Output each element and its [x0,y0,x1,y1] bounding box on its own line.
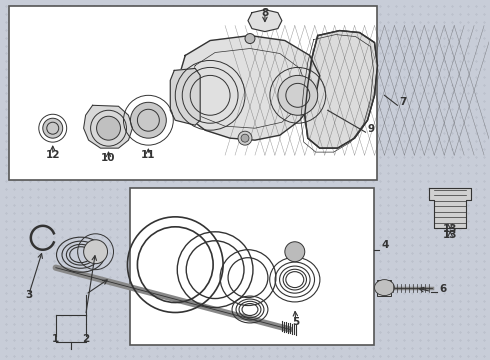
Bar [9,6,377,180]
Polygon shape [171,68,200,125]
Text: 7: 7 [399,97,407,107]
Circle shape [97,116,121,140]
Circle shape [245,33,255,44]
Text: 12: 12 [46,150,60,160]
Text: 3: 3 [25,289,32,300]
Text: 9: 9 [368,124,375,134]
Polygon shape [248,10,282,32]
Circle shape [238,131,252,145]
Text: 8: 8 [261,8,269,18]
Text: 10: 10 [101,153,116,163]
Text: 11: 11 [141,150,156,160]
Ellipse shape [374,280,394,296]
Polygon shape [429,188,471,228]
Polygon shape [84,105,132,148]
Text: 2: 2 [82,334,89,345]
Polygon shape [175,36,319,140]
Polygon shape [305,31,377,148]
Text: 13: 13 [443,224,458,234]
Text: 4: 4 [382,240,389,250]
Bar [130,188,374,345]
Circle shape [241,134,249,142]
Circle shape [43,118,63,138]
Bar [377,280,392,296]
Circle shape [84,240,107,264]
Circle shape [285,242,305,262]
Text: 5: 5 [292,318,299,328]
Text: 6: 6 [439,284,446,293]
Circle shape [130,102,166,138]
Text: 13: 13 [443,230,458,240]
Text: 1: 1 [52,334,59,345]
Circle shape [278,75,318,115]
